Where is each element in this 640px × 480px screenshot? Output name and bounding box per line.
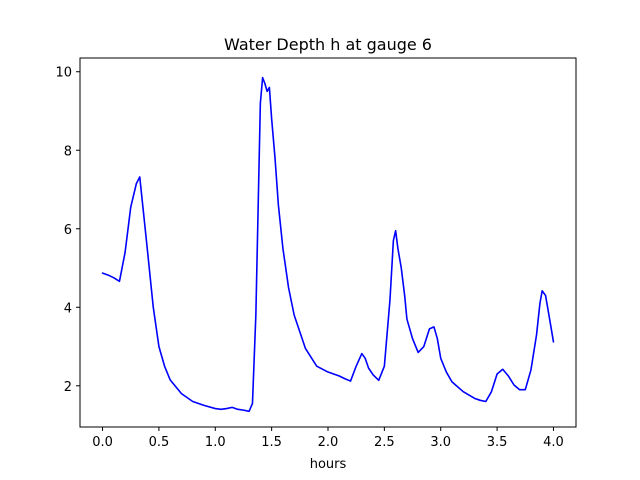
x-tick-label: 3.5 <box>487 435 508 450</box>
series-line <box>101 76 555 413</box>
x-tick-label: 2.5 <box>374 435 395 450</box>
y-tick-label: 2 <box>64 380 72 395</box>
x-axis-label: hours <box>310 457 347 472</box>
y-tick-label: 4 <box>64 301 72 316</box>
x-tick-label: 1.0 <box>205 435 226 450</box>
x-tick-label: 3.0 <box>430 435 451 450</box>
axes-frame <box>79 57 577 428</box>
y-tick-label: 6 <box>64 223 72 238</box>
x-tick-label: 0.0 <box>92 435 113 450</box>
chart-title: Water Depth h at gauge 6 <box>224 35 432 54</box>
y-tick-label: 8 <box>64 144 72 159</box>
y-tick-label: 10 <box>55 66 72 81</box>
x-tick-label: 1.5 <box>261 435 282 450</box>
axes: 0.0 0.5 1.0 1.5 2.0 2.5 3.0 3.5 4.0 2 4 6 8 10 <box>55 66 563 450</box>
x-tick-label: 0.5 <box>149 435 170 450</box>
x-tick-label: 4.0 <box>543 435 564 450</box>
plot-area <box>101 76 555 413</box>
x-tick-label: 2.0 <box>318 435 339 450</box>
